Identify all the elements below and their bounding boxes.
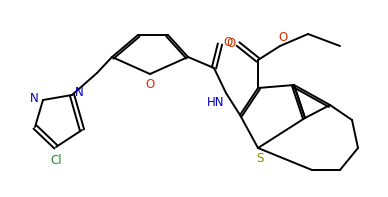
Text: N: N bbox=[29, 91, 38, 104]
Text: O: O bbox=[226, 36, 236, 49]
Text: O: O bbox=[278, 31, 288, 44]
Text: O: O bbox=[223, 35, 233, 48]
Text: Cl: Cl bbox=[50, 153, 62, 166]
Text: S: S bbox=[256, 151, 264, 164]
Text: N: N bbox=[74, 85, 83, 98]
Text: HN: HN bbox=[207, 96, 225, 109]
Text: O: O bbox=[146, 77, 155, 90]
